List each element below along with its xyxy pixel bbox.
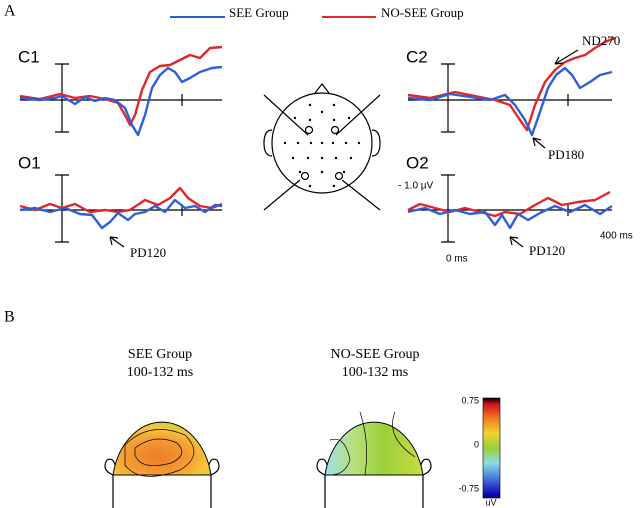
annotation: PD120 [529, 243, 565, 258]
map-title: SEE Group [128, 347, 192, 362]
annotation: ND270 [582, 33, 620, 48]
panel-label: A [4, 3, 16, 20]
colorbar-tick-label: 0 [474, 439, 479, 449]
scale-label: 0 ms [446, 254, 468, 265]
plot-label: O1 [18, 153, 41, 172]
waveform [19, 65, 223, 137]
legend-label: SEE Group [229, 5, 289, 20]
plot-label: O2 [406, 153, 429, 172]
colorbar-unit: uV [485, 497, 496, 507]
plot-label: C2 [406, 47, 428, 66]
electrode-montage [263, 83, 381, 211]
scale-label: 400 ms [600, 231, 633, 242]
colorbar-tick-label: -0.75 [458, 483, 479, 493]
map-window: 100-132 ms [342, 365, 409, 380]
waveform [19, 45, 223, 127]
annotation: PD180 [548, 147, 584, 162]
panel-label: B [4, 309, 15, 326]
axes [20, 63, 612, 243]
waveform [19, 198, 223, 230]
scale-label: - 1.0 µV [398, 181, 434, 192]
map-window: 100-132 ms [127, 365, 194, 380]
colorbar-tick-label: 0.75 [461, 395, 479, 405]
topo-map [316, 411, 432, 508]
topo-map [104, 421, 220, 508]
map-title: NO-SEE Group [330, 347, 419, 362]
annotation: PD120 [130, 245, 166, 260]
waveform [407, 36, 616, 132]
plot-label: C1 [18, 47, 40, 66]
arrows [109, 49, 579, 248]
waveform [407, 66, 613, 137]
colorbar [482, 397, 501, 499]
waveform [407, 203, 613, 230]
waveform [19, 186, 223, 214]
legend-label: NO-SEE Group [381, 5, 464, 20]
waveform [407, 190, 611, 218]
